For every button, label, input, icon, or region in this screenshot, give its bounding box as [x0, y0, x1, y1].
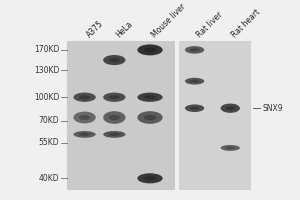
Ellipse shape: [185, 78, 204, 85]
Text: 170KD: 170KD: [34, 45, 59, 54]
Ellipse shape: [79, 133, 90, 136]
Ellipse shape: [103, 93, 125, 102]
Ellipse shape: [109, 115, 120, 120]
Ellipse shape: [225, 147, 235, 149]
Ellipse shape: [103, 131, 125, 138]
Ellipse shape: [137, 173, 163, 183]
Ellipse shape: [137, 44, 163, 55]
Ellipse shape: [137, 93, 163, 102]
Ellipse shape: [79, 115, 90, 120]
Ellipse shape: [190, 48, 200, 52]
Ellipse shape: [74, 131, 96, 138]
Text: A375: A375: [85, 19, 105, 40]
Text: Rat liver: Rat liver: [195, 11, 224, 40]
Ellipse shape: [137, 111, 163, 124]
Ellipse shape: [144, 48, 156, 52]
Ellipse shape: [190, 107, 200, 110]
Text: 130KD: 130KD: [34, 66, 59, 75]
Text: 70KD: 70KD: [39, 116, 59, 125]
Ellipse shape: [144, 95, 156, 99]
Text: HeLa: HeLa: [114, 20, 134, 40]
Ellipse shape: [144, 176, 156, 180]
Text: SNX9: SNX9: [263, 104, 284, 113]
Bar: [67, 41, 175, 190]
Ellipse shape: [79, 95, 90, 99]
Ellipse shape: [109, 95, 120, 99]
Ellipse shape: [109, 58, 120, 62]
Ellipse shape: [103, 111, 125, 124]
Text: Mouse liver: Mouse liver: [150, 2, 188, 40]
Text: 40KD: 40KD: [39, 174, 59, 183]
Ellipse shape: [103, 55, 125, 65]
Text: Rat heart: Rat heart: [230, 8, 262, 40]
Ellipse shape: [185, 104, 204, 112]
Ellipse shape: [185, 46, 204, 54]
Bar: [179, 41, 251, 190]
Ellipse shape: [74, 112, 96, 123]
Ellipse shape: [190, 80, 200, 83]
Text: 100KD: 100KD: [34, 93, 59, 102]
Text: 55KD: 55KD: [39, 138, 59, 147]
Ellipse shape: [74, 93, 96, 102]
Ellipse shape: [225, 106, 235, 110]
Bar: [175, 41, 179, 190]
Ellipse shape: [109, 133, 120, 136]
Ellipse shape: [220, 104, 240, 113]
Ellipse shape: [220, 145, 240, 151]
Ellipse shape: [144, 115, 156, 120]
